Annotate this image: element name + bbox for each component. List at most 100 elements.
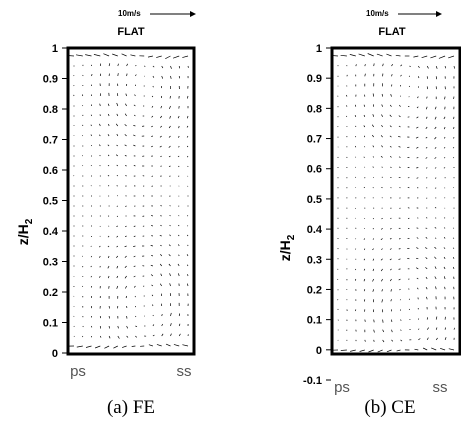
vector-arrow [434,227,437,229]
vector-arrow [354,207,357,209]
vector-arrow [168,263,171,267]
vector-arrow [116,174,119,177]
vector-arrow [426,96,428,99]
vector-arrow [99,154,101,157]
vector-arrow [99,335,102,338]
vector-dot [408,85,410,87]
vector-arrow [108,335,111,339]
vector-arrow [169,273,171,277]
vector-arrow [377,349,383,353]
vector-arrow [135,64,137,67]
vector-arrow [182,55,189,58]
vector-arrow [417,76,420,79]
vector-arrow [389,278,392,282]
vector-arrow [93,54,101,57]
vector-arrow [125,93,127,97]
vector-arrow [112,53,118,57]
vector-arrow [416,157,419,159]
vector-arrow [389,104,392,107]
vector-arrow [390,289,392,292]
vector-arrow [430,55,437,59]
y-tick-label: 0 [52,348,58,360]
vector-arrow [363,299,366,302]
vector-dot [408,298,410,300]
vector-dot [337,177,339,179]
vector-arrow [160,253,162,257]
vector-dot [108,205,110,207]
vector-arrow [426,337,429,341]
vector-dot [346,197,348,199]
vector-arrow [426,327,429,330]
vector-arrow [133,134,136,137]
vector-arrow [116,215,119,217]
vector-arrow [107,175,110,177]
vector-arrow [367,53,374,57]
vector-arrow [130,54,136,57]
vector-arrow [133,114,136,117]
vector-arrow [443,266,446,270]
vector-arrow [135,315,137,318]
vector-dot [73,195,75,197]
vector-arrow [380,268,383,272]
vector-arrow [107,275,110,279]
vector-arrow [431,347,437,351]
vector-arrow [363,156,365,158]
vector-arrow [159,135,162,138]
y-tick-label: 0.9 [307,73,322,85]
vector-arrow [381,278,383,282]
vector-arrow [90,265,92,268]
vector-arrow [99,103,101,107]
vector-arrow [452,256,455,259]
vector-dot [73,155,75,157]
vector-arrow [76,345,83,348]
vector-arrow [372,124,374,128]
vector-arrow [372,289,375,292]
vector-arrow [99,255,101,258]
vector-arrow [178,135,180,138]
vector-arrow [358,53,365,57]
vector-arrow [434,167,437,169]
vector-arrow [368,349,374,353]
vector-arrow [160,205,162,207]
vector-arrow [398,258,401,260]
vector-arrow [389,258,392,261]
vector-arrow [398,146,401,148]
y-tick-label: 0.5 [307,194,322,206]
vector-arrow [380,156,383,158]
vector-arrow [355,176,357,178]
vector-arrow [452,266,455,270]
vector-arrow [372,134,374,138]
vector-arrow [363,238,366,240]
vector-arrow [363,114,366,117]
vector-arrow [381,145,383,148]
y-tick-label: 0.6 [43,165,58,177]
vector-arrow [373,329,375,333]
vector-arrow [434,237,437,239]
vector-arrow [82,325,84,328]
chart-title-fe: FLAT [117,26,145,38]
y-tick-label: -0.1 [303,375,322,387]
vector-arrow [117,325,119,329]
vector-arrow [81,155,84,157]
vector-arrow [434,126,437,130]
y-tick-label: 0.8 [307,103,322,115]
vector-arrow [178,145,180,148]
vector-arrow [150,215,154,217]
vector-dot [91,195,92,197]
vector-arrow [434,276,437,280]
vector-arrow [425,146,428,149]
vector-arrow [151,95,154,98]
vector-arrow [418,328,420,330]
vector-arrow [443,227,446,229]
vector-arrow [443,247,446,249]
vector-arrow [434,246,437,249]
vector-dot [99,175,101,177]
vector-arrow [425,286,428,290]
vector-dot [337,116,339,118]
y-tick-label: 0.6 [307,164,322,176]
vector-arrow [160,155,162,158]
vector-arrow [438,55,446,59]
scale-label-ce: 10m/s [366,9,389,18]
x-label-ps-ce: ps [334,379,350,396]
